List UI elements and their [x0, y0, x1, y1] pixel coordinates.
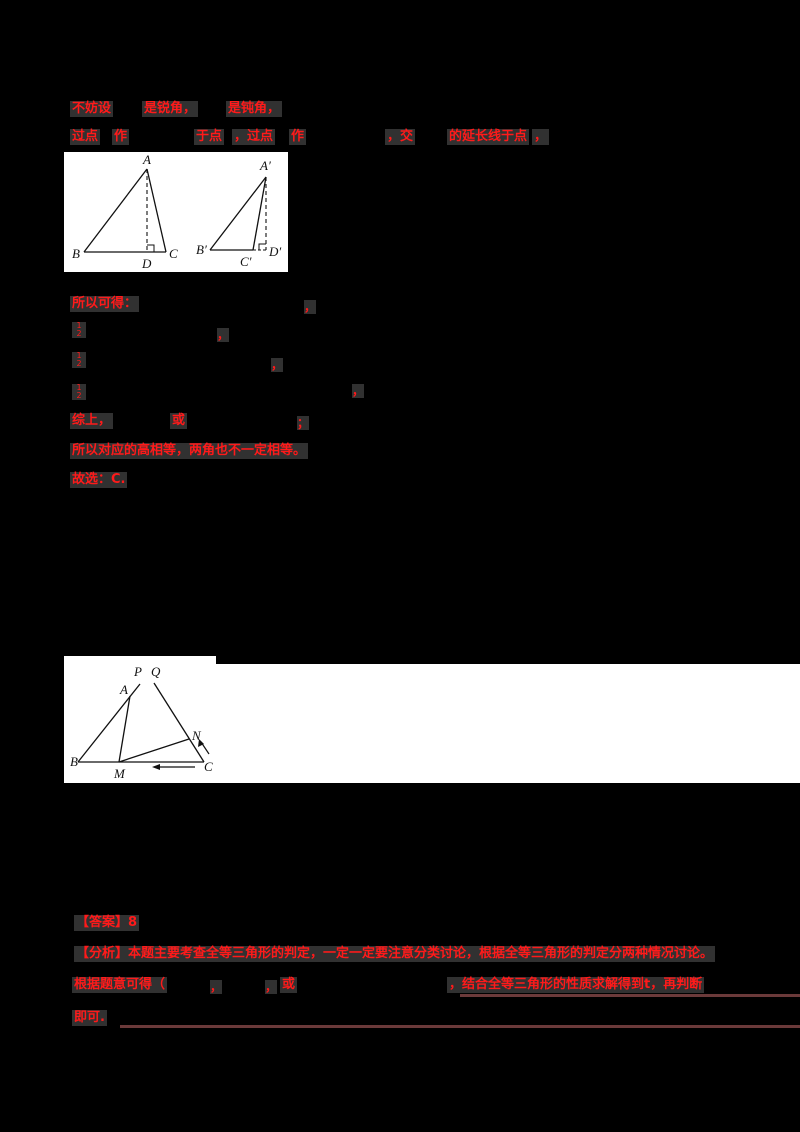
text-comma: ，	[271, 358, 284, 372]
svg-text:Q: Q	[151, 664, 161, 679]
svg-text:A: A	[119, 682, 128, 697]
text-in-summary: 综上，	[70, 413, 114, 429]
figure-moving-points: P Q A B M N C	[64, 656, 216, 783]
text-comma: ，	[217, 328, 230, 342]
svg-text:D′: D′	[268, 244, 281, 259]
divider	[460, 994, 800, 997]
text-comma: ，	[304, 300, 317, 314]
answer-label: 【答案】8	[74, 915, 140, 931]
figure-two-triangles: A B C D A′ B′ C′ D′	[64, 152, 288, 272]
triangle-diagram: A B C D A′ B′ C′ D′	[72, 152, 281, 271]
text-assume: 不妨设	[70, 101, 114, 117]
svg-text:M: M	[113, 766, 126, 781]
svg-text:C′: C′	[240, 254, 252, 269]
svg-text:P: P	[133, 664, 142, 679]
analysis-line-1: 【分析】本题主要考查全等三角形的判定，一定一定要注意分类讨论，根据全等三角形的判…	[74, 946, 716, 962]
text-obtuse: 是钝角，	[226, 101, 283, 117]
divider	[120, 1025, 800, 1028]
analysis-line-3: 即可.	[72, 1010, 107, 1026]
svg-text:D: D	[141, 256, 152, 271]
text-answer-choice: 故选：C.	[70, 472, 128, 488]
svg-text:B′: B′	[196, 242, 207, 257]
svg-text:N: N	[191, 728, 202, 743]
text-at-point: 于点	[194, 129, 225, 145]
svg-text:C: C	[204, 759, 213, 774]
analysis-or: 或	[280, 977, 298, 993]
text-comma: ，	[532, 129, 550, 145]
text-through-point-2: ，过点	[232, 129, 276, 145]
label-A: A	[142, 152, 151, 167]
text-or: 或	[170, 413, 188, 429]
text-comma: ，	[352, 384, 365, 398]
text-extension-point: 的延长线于点	[447, 129, 530, 145]
text-semicolon: ；	[297, 416, 310, 430]
text-conclusion: 所以对应的高相等，两角也不一定相等。	[70, 443, 309, 459]
analysis-line-2e: ，结合全等三角形的性质求解得到t，再判断	[447, 977, 705, 993]
triangle-with-moving-points: P Q A B M N C	[70, 664, 213, 781]
text-draw-2: 作	[289, 129, 307, 145]
svg-text:C: C	[169, 246, 178, 261]
text-through-point: 过点	[70, 129, 101, 145]
svg-text:A′: A′	[259, 158, 271, 173]
text-comma: ，	[265, 980, 278, 994]
text-so-obtain: 所以可得：	[70, 296, 140, 312]
text-comma: ，	[210, 980, 223, 994]
text-intersect: ，交	[385, 129, 416, 145]
question-text-band	[215, 664, 800, 783]
svg-text:B: B	[70, 754, 78, 769]
text-draw: 作	[112, 129, 130, 145]
svg-text:B: B	[72, 246, 80, 261]
analysis-line-2a: 根据题意可得（	[72, 977, 168, 993]
text-acute: 是锐角，	[142, 101, 199, 117]
